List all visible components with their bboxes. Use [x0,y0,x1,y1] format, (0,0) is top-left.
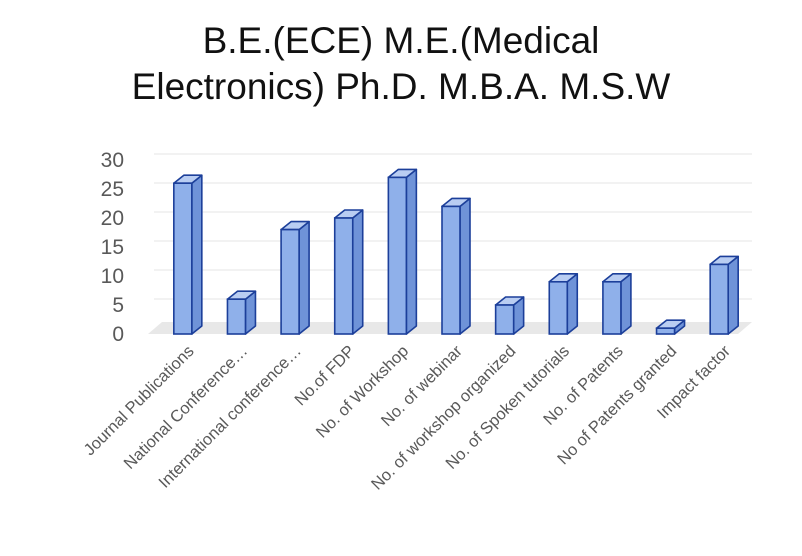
bar-side [459,197,471,335]
y-tick-label: 15 [101,236,124,259]
y-tick-label: 0 [112,323,124,346]
bar [333,217,354,335]
bar-side [727,255,739,335]
bar [709,263,729,335]
y-tick-label: 30 [101,149,124,172]
bar-side [351,209,364,335]
bar [387,176,408,335]
bar-side [620,272,632,335]
bar [602,280,622,335]
bar [494,304,515,335]
bar [226,298,247,335]
bar [173,182,193,335]
y-tick-label: 10 [101,265,124,288]
bar-side [405,168,418,335]
chart-title-line-2: Electronics) Ph.D. M.B.A. M.S.W [131,66,671,107]
y-tick-label: 20 [101,207,124,230]
bar [655,327,676,335]
bar [441,205,461,335]
y-tick-label: 25 [101,178,124,201]
bar-side [298,220,310,335]
chart-title-line-1: B.E.(ECE) M.E.(Medical [202,20,600,61]
x-tick-label: No. of Workshop [313,342,412,441]
bar-side [191,174,203,335]
y-tick-label: 5 [112,294,124,317]
bar [280,228,300,335]
chart-title: B.E.(ECE) M.E.(Medical Electronics) Ph.D… [0,18,802,110]
bar-side [566,272,579,335]
bar [548,280,569,335]
